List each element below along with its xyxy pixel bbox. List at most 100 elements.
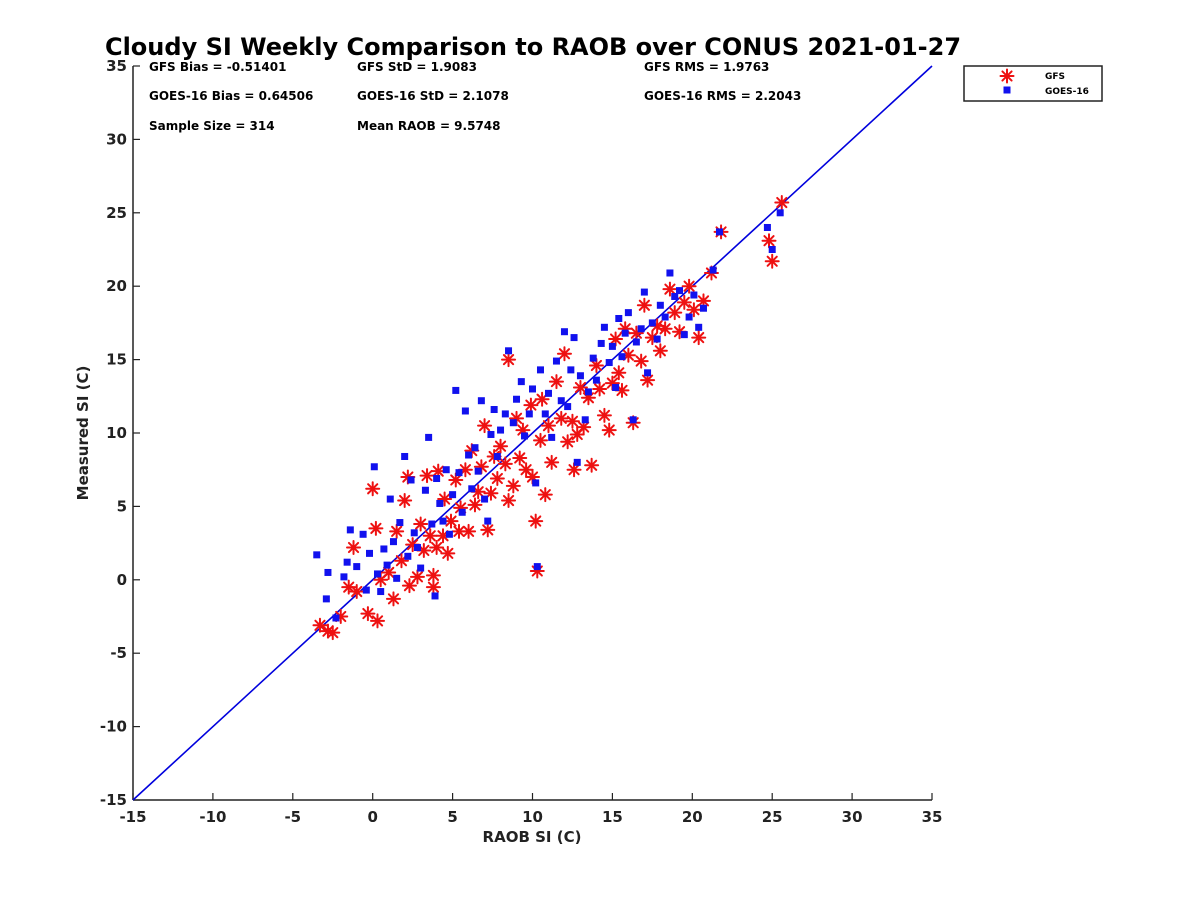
- gfs-point: [564, 413, 580, 429]
- goes16-point: [629, 416, 637, 424]
- x-tick-label: 10: [522, 808, 543, 826]
- x-tick-label: 15: [602, 808, 623, 826]
- goes16-point: [458, 508, 466, 516]
- goes16-point: [439, 517, 447, 525]
- gfs-point: [360, 606, 376, 622]
- ticks: -15 -10 -5 0 5 10 15 20 25 30 35 -15 -10 -5 0 5 10 15 20 25…: [100, 57, 943, 826]
- y-tick-label: -15: [100, 791, 127, 809]
- goes16-point: [428, 520, 436, 528]
- goes16-point: [644, 369, 652, 377]
- goes16-point: [461, 407, 469, 415]
- y-tick-label: 10: [106, 424, 127, 442]
- x-tick-label: 30: [842, 808, 863, 826]
- goes16-point: [386, 495, 394, 503]
- legend-gfs-label: GFS: [1045, 72, 1065, 82]
- identity-line: [132, 65, 933, 801]
- goes16-point: [640, 288, 648, 296]
- goes16-point: [417, 564, 425, 572]
- gfs-point: [443, 513, 459, 529]
- goes16-point: [671, 292, 679, 300]
- gfs-point: [584, 457, 600, 473]
- goes16-point: [525, 410, 533, 418]
- gfs-point: [381, 564, 397, 580]
- gfs-point: [480, 522, 496, 538]
- x-tick-label: -15: [119, 808, 146, 826]
- gfs-point: [325, 625, 341, 641]
- goes16-point: [449, 491, 457, 499]
- goes16-point: [552, 357, 560, 365]
- goes16-point: [370, 463, 378, 471]
- goes16-point: [564, 403, 572, 411]
- gfs-point: [761, 233, 777, 249]
- gfs-point: [512, 450, 528, 466]
- x-tick-label: 35: [922, 808, 943, 826]
- goes16-point: [690, 291, 698, 299]
- goes16-point: [637, 325, 645, 333]
- gfs-point: [440, 545, 456, 561]
- goes16-point: [343, 558, 351, 566]
- legend-gfs-asterisk: [999, 68, 1015, 84]
- gfs-point: [365, 481, 381, 497]
- gfs-point: [505, 478, 521, 494]
- goes16-point: [533, 563, 541, 571]
- gfs-point: [556, 346, 572, 362]
- goes16-point: [410, 529, 418, 537]
- goes16-point: [401, 452, 409, 460]
- goes16-point: [471, 444, 479, 452]
- gfs-point: [636, 297, 652, 313]
- goes16-point: [501, 410, 509, 418]
- goes16-point: [666, 269, 674, 277]
- y-tick-label: -10: [100, 718, 127, 736]
- goes16-point: [484, 517, 492, 525]
- gfs-point: [560, 434, 576, 450]
- goes16-point: [513, 395, 521, 403]
- gfs-point: [544, 454, 560, 470]
- legend: GFS GOES-16: [963, 65, 1103, 102]
- gfs-point: [397, 493, 413, 509]
- gfs-point: [548, 374, 564, 390]
- gfs-point: [409, 569, 425, 585]
- y-tick-label: 15: [106, 351, 127, 369]
- goes16-point: [353, 563, 361, 571]
- goes16-point: [592, 376, 600, 384]
- gfs-point: [553, 410, 569, 426]
- goes16-point: [709, 266, 717, 274]
- goes16-point: [393, 574, 401, 582]
- goes16-point: [618, 353, 626, 361]
- gfs-point: [493, 438, 509, 454]
- goes16-point: [383, 561, 391, 569]
- goes16-point: [362, 586, 370, 594]
- goes16-point: [431, 592, 439, 600]
- goes16-point: [389, 538, 397, 546]
- goes16-point: [597, 339, 605, 347]
- goes16-point: [529, 385, 536, 393]
- goes16-point: [359, 530, 367, 538]
- gfs-point: [425, 579, 441, 595]
- goes16-point: [521, 432, 529, 440]
- goes16-point: [366, 549, 374, 557]
- gfs-point: [652, 343, 668, 359]
- goes16-point: [763, 223, 771, 231]
- goes16-point: [560, 328, 568, 336]
- goes16-point: [621, 329, 629, 337]
- goes16-point: [768, 246, 776, 253]
- goes16-point: [680, 331, 688, 339]
- gfs-point: [312, 617, 328, 633]
- goes16-point: [324, 568, 332, 576]
- goes16-point: [445, 530, 453, 538]
- goes16-point: [490, 406, 498, 414]
- x-tick-label: -10: [199, 808, 226, 826]
- gfs-point: [467, 497, 483, 513]
- goes16-point: [532, 479, 540, 487]
- gfs-point: [764, 253, 780, 269]
- goes16-point: [676, 287, 684, 295]
- goes16-point: [487, 430, 495, 438]
- gfs-point: [389, 523, 405, 539]
- chart-title: Cloudy SI Weekly Comparison to RAOB over…: [105, 33, 961, 61]
- stat-goes-std: GOES-16 StD = 2.1078: [357, 89, 509, 103]
- goes16-point: [584, 388, 592, 396]
- stat-goes-rms: GOES-16 RMS = 2.2043: [644, 89, 801, 103]
- goes16-point: [557, 397, 565, 405]
- y-tick-label: 35: [106, 57, 127, 75]
